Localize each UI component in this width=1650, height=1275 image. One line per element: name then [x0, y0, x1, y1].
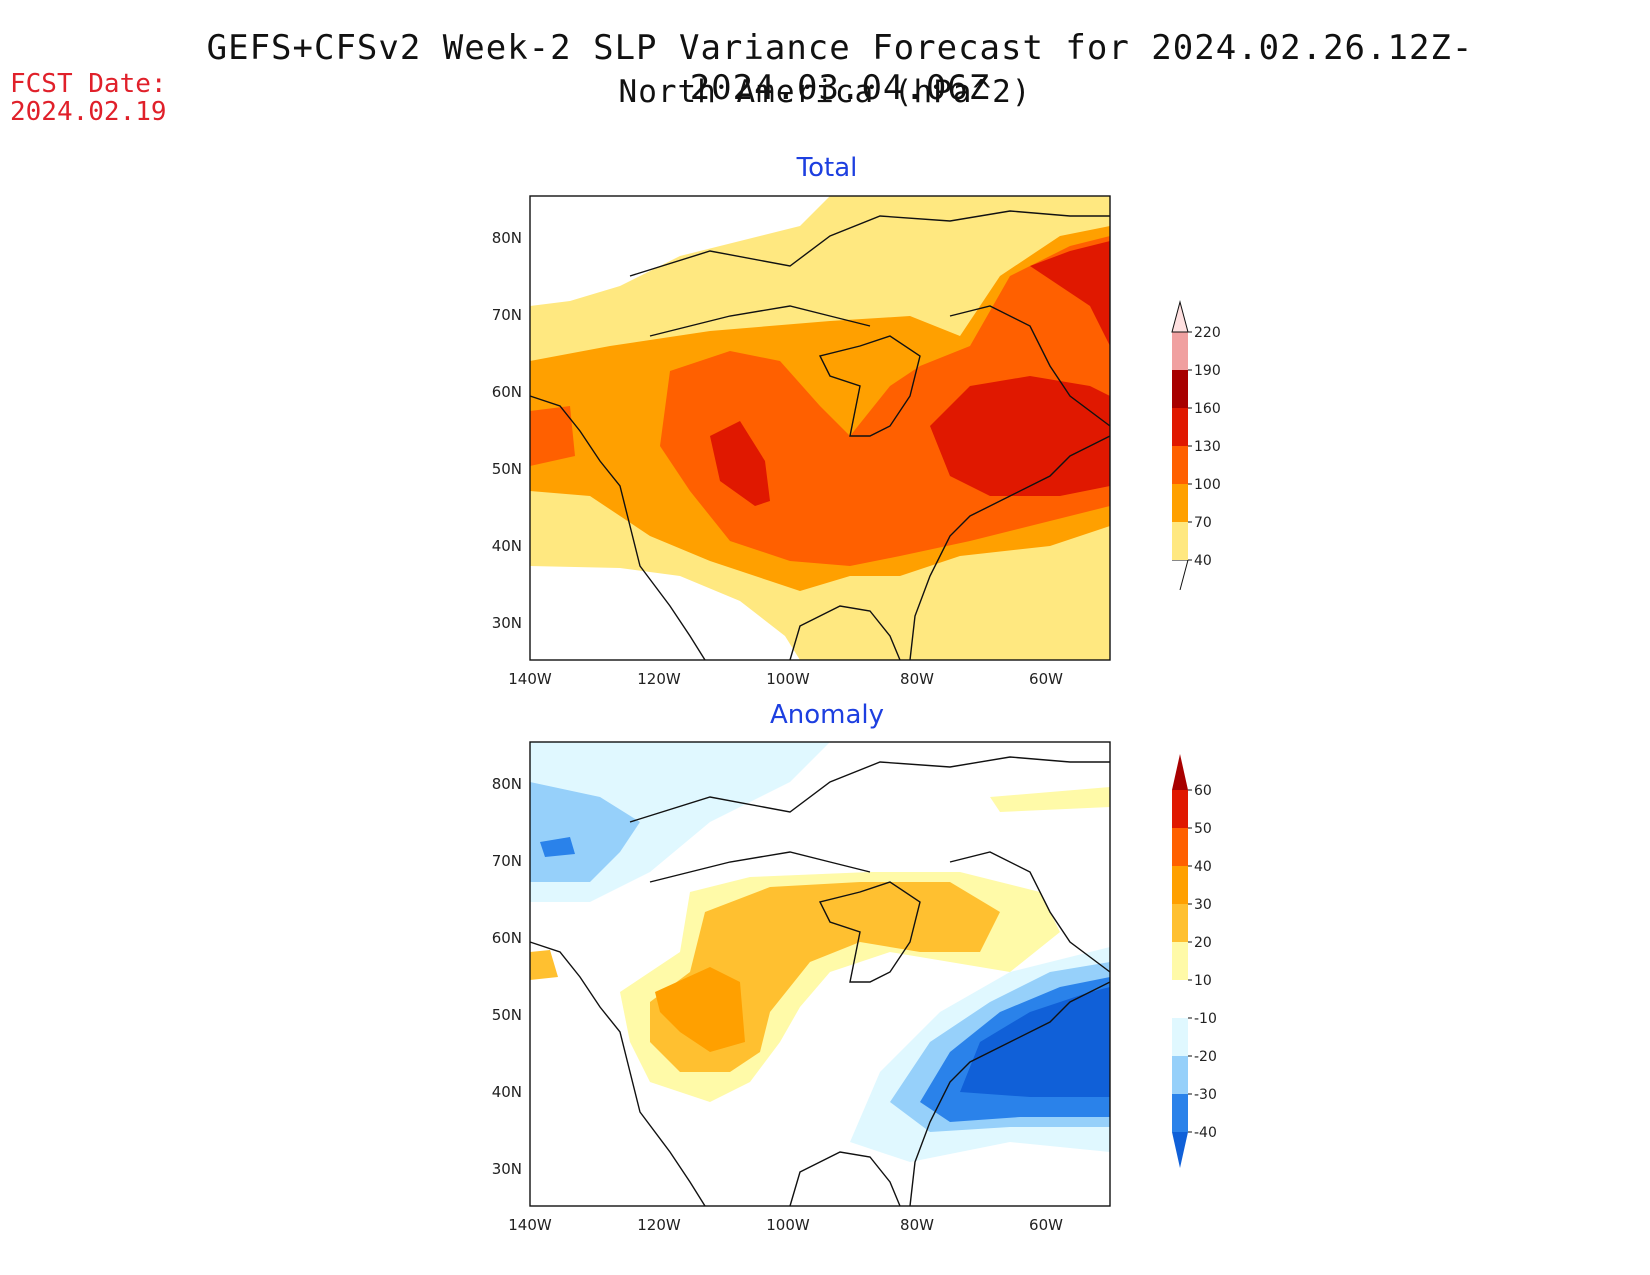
colorbar-anomaly-tail-low — [1172, 1132, 1188, 1168]
colorbar-total-swatch — [1172, 332, 1188, 370]
colorbar-total-swatch — [1172, 370, 1188, 408]
colorbar-total-label: 100 — [1194, 477, 1221, 493]
colorbar-anomaly-swatch — [1172, 904, 1188, 942]
lat-label-70N: 70N — [492, 306, 522, 324]
forecast-date-label: FCST Date: — [10, 70, 167, 98]
lat-label-30N: 30N — [492, 1160, 522, 1178]
colorbar-anomaly-swatch — [1172, 828, 1188, 866]
lon-label-140W: 140W — [508, 1216, 552, 1232]
lat-label-40N: 40N — [492, 1083, 522, 1101]
lon-label-120W: 120W — [637, 670, 681, 686]
colorbar-anomaly-label: -30 — [1194, 1087, 1217, 1103]
colorbar-total-label: 40 — [1194, 553, 1212, 569]
colorbar-total-swatch — [1172, 522, 1188, 560]
colorbar-total-label: 160 — [1194, 401, 1221, 417]
lon-label-100W: 100W — [766, 670, 810, 686]
colorbar-anomaly-tail-high — [1172, 754, 1188, 790]
colorbar-anomaly-label: -20 — [1194, 1049, 1217, 1065]
contour-100-130 — [530, 406, 575, 466]
lat-label-50N: 50N — [492, 1006, 522, 1024]
colorbar-anomaly-label: 30 — [1194, 897, 1212, 913]
lon-label-80W: 80W — [900, 1216, 934, 1232]
lon-label-60W: 60W — [1029, 1216, 1063, 1232]
colorbar-total-label: 220 — [1194, 325, 1221, 341]
colorbar-anomaly-label: 50 — [1194, 821, 1212, 837]
lat-label-60N: 60N — [492, 929, 522, 947]
colorbar-anomaly-swatch — [1172, 980, 1188, 1018]
lat-label-70N: 70N — [492, 852, 522, 870]
lon-label-60W: 60W — [1029, 670, 1063, 686]
colorbar-anomaly-swatch — [1172, 1094, 1188, 1132]
lat-label-80N: 80N — [492, 229, 522, 247]
total-colorbar: 40 70 100 130 160 190 220 — [1160, 260, 1240, 590]
lat-label-80N: 80N — [492, 775, 522, 793]
anomaly-colorbar: 60 50 40 30 20 10 -10 -20 -30 -40 — [1160, 752, 1240, 1197]
total-panel-title: Total — [727, 153, 927, 183]
colorbar-total-label: 70 — [1194, 515, 1212, 531]
lon-label-140W: 140W — [508, 670, 552, 686]
lon-label-80W: 80W — [900, 670, 934, 686]
colorbar-total-tail-high — [1172, 302, 1188, 332]
lat-label-50N: 50N — [492, 460, 522, 478]
anomaly-panel-title: Anomaly — [727, 700, 927, 730]
colorbar-anomaly-swatch — [1172, 790, 1188, 828]
lon-label-100W: 100W — [766, 1216, 810, 1232]
colorbar-anomaly-label: 60 — [1194, 783, 1212, 799]
lon-label-120W: 120W — [637, 1216, 681, 1232]
colorbar-total-label: 190 — [1194, 363, 1221, 379]
colorbar-anomaly-swatch — [1172, 1018, 1188, 1056]
colorbar-anomaly-label: -10 — [1194, 1011, 1217, 1027]
colorbar-total-tail-low — [1172, 560, 1188, 590]
colorbar-total-swatch — [1172, 484, 1188, 522]
anomaly-map: 80N 70N 60N 50N 40N 30N 140W 120W 100W 8… — [470, 732, 1130, 1232]
lat-label-40N: 40N — [492, 537, 522, 555]
colorbar-anomaly-swatch — [1172, 1056, 1188, 1094]
colorbar-anomaly-label: 10 — [1194, 973, 1212, 989]
total-variance-map: 80N 70N 60N 50N 40N 30N 140W 120W 100W 8… — [470, 186, 1130, 686]
forecast-date-value: 2024.02.19 — [10, 98, 167, 126]
colorbar-anomaly-label: 40 — [1194, 859, 1212, 875]
colorbar-total-label: 130 — [1194, 439, 1221, 455]
lat-label-60N: 60N — [492, 383, 522, 401]
colorbar-total-swatch — [1172, 446, 1188, 484]
colorbar-anomaly-label: -40 — [1194, 1125, 1217, 1141]
colorbar-anomaly-swatch — [1172, 942, 1188, 980]
lat-label-30N: 30N — [492, 614, 522, 632]
colorbar-anomaly-label: 20 — [1194, 935, 1212, 951]
map-subtitle: North America (hPa^2) — [0, 74, 1650, 110]
colorbar-anomaly-swatch — [1172, 866, 1188, 904]
colorbar-total-swatch — [1172, 408, 1188, 446]
